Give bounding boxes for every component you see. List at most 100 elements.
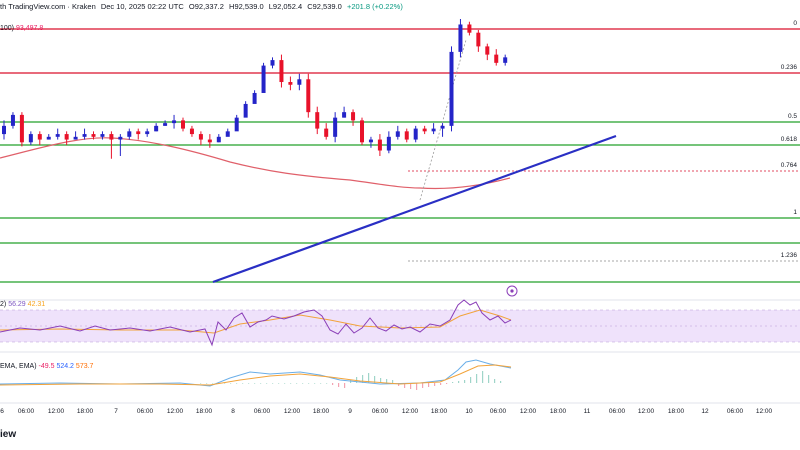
chart-header: th TradingView.com · Kraken Dec 10, 2025…: [0, 0, 406, 14]
time-tick-label: 11: [584, 408, 591, 415]
fib-level-label: 0: [793, 20, 797, 27]
time-tick-label: 18:00: [313, 408, 330, 415]
time-tick-label: 12:00: [284, 408, 301, 415]
candle-body: [207, 139, 212, 143]
macd-histogram-bar: [272, 383, 274, 384]
candle-body: [46, 136, 51, 140]
macd-histogram-bar: [374, 376, 376, 383]
macd-histogram-bar: [368, 373, 370, 383]
time-tick-label: 18:00: [550, 408, 567, 415]
time-tick-label: 06:00: [254, 408, 271, 415]
macd-histogram-bar: [338, 383, 340, 387]
macd-histogram-bar: [362, 375, 364, 383]
candle-body: [216, 136, 221, 143]
macd-histogram-bar: [380, 378, 382, 383]
candle-body: [243, 103, 248, 118]
time-tick-label: 18:00: [196, 408, 213, 415]
candle-body: [28, 134, 33, 143]
ma-legend[interactable]: 100) 93,497.8: [0, 24, 43, 34]
rsi-signal-line: [0, 309, 512, 334]
macd-histogram-bar: [242, 383, 244, 384]
macd-histogram-bar: [458, 381, 460, 383]
macd-histogram-bar: [260, 383, 262, 384]
candle-body: [198, 134, 203, 140]
fib-level-label: 1: [793, 209, 797, 216]
candle-body: [91, 134, 96, 137]
ma-legend-value: 93,497.8: [15, 25, 44, 32]
candle-body: [449, 51, 454, 126]
candle-body: [404, 131, 409, 140]
macd-histogram-bar: [308, 383, 310, 384]
time-tick-label: 6: [0, 408, 4, 415]
header-title: th TradingView.com · Kraken: [0, 2, 96, 11]
support-trendline[interactable]: [212, 134, 617, 284]
candle-body: [154, 125, 159, 132]
candle-body: [467, 24, 472, 33]
fibonacci-labels: 0 0.236 0.5 0.618 0.764 1 1.236: [781, 20, 798, 259]
macd-histogram-bar: [326, 383, 328, 384]
header-open: O92,337.2: [188, 2, 224, 11]
candle-body: [422, 128, 427, 132]
macd-histogram-bar: [392, 380, 394, 383]
macd-legend-value-2: 524.2: [56, 363, 74, 370]
projection-dotted-line: [419, 39, 467, 201]
time-tick-label: 12:00: [520, 408, 537, 415]
time-tick-label: 7: [114, 408, 118, 415]
time-tick-label: 12:00: [402, 408, 419, 415]
candle-body: [261, 65, 266, 93]
macd-histogram-bar: [356, 377, 358, 383]
macd-histogram-bar: [236, 383, 238, 384]
macd-histogram-bar: [422, 383, 424, 388]
candle-body: [333, 117, 338, 137]
time-tick-label: 10: [465, 408, 473, 415]
candle-body: [485, 46, 490, 55]
rsi-legend[interactable]: 2) 56.29 42.31: [0, 300, 45, 310]
candle-body: [55, 134, 60, 137]
macd-histogram-bar: [314, 383, 316, 384]
macd-histogram-bar: [332, 383, 334, 385]
macd-histogram-bar: [482, 371, 484, 383]
macd-legend-value-3: 573.7: [75, 363, 94, 370]
candle-body: [136, 131, 141, 135]
candle-body: [494, 54, 499, 63]
macd-histogram-bar: [248, 383, 250, 384]
macd-histogram-bar: [440, 383, 442, 385]
candle-body: [37, 134, 42, 140]
macd-histogram: [200, 371, 502, 390]
candle-body: [225, 131, 230, 137]
candle-body: [342, 112, 347, 118]
candle-body: [360, 120, 364, 143]
macd-histogram-bar: [452, 382, 454, 383]
candle-body: [503, 57, 508, 63]
candle-body: [19, 114, 24, 143]
candle-body: [252, 92, 257, 104]
macd-histogram-bar: [434, 383, 436, 386]
fib-level-label: 1.236: [781, 252, 798, 259]
fib-level-label: 0.5: [788, 113, 797, 120]
time-tick-label: 06:00: [18, 408, 35, 415]
macd-histogram-bar: [296, 383, 298, 384]
macd-legend-value-1: -49.5: [38, 363, 55, 370]
macd-histogram-bar: [446, 383, 448, 384]
candle-body: [118, 136, 123, 140]
rsi-legend-value-2: 42.31: [27, 301, 46, 308]
macd-histogram-bar: [278, 383, 280, 384]
header-date: Dec 10, 2025 02:22 UTC: [100, 2, 184, 11]
candle-body: [279, 60, 284, 83]
macd-histogram-bar: [224, 383, 226, 384]
macd-histogram-bar: [206, 383, 208, 384]
candle-body: [324, 128, 329, 137]
candle-body: [368, 139, 373, 143]
macd-legend[interactable]: EMA, EMA) -49.5 524.2 573.7: [0, 362, 93, 372]
candlestick-series: [2, 19, 508, 159]
candle-body: [476, 32, 481, 47]
candle-body: [270, 60, 275, 66]
candle-body: [431, 128, 436, 132]
macd-histogram-bar: [290, 383, 292, 384]
candle-body: [377, 139, 382, 151]
macd-histogram-bar: [488, 375, 490, 383]
candle-body: [181, 120, 185, 129]
candle-body: [100, 134, 105, 137]
candle-body: [386, 136, 391, 151]
time-tick-label: 06:00: [727, 408, 744, 415]
